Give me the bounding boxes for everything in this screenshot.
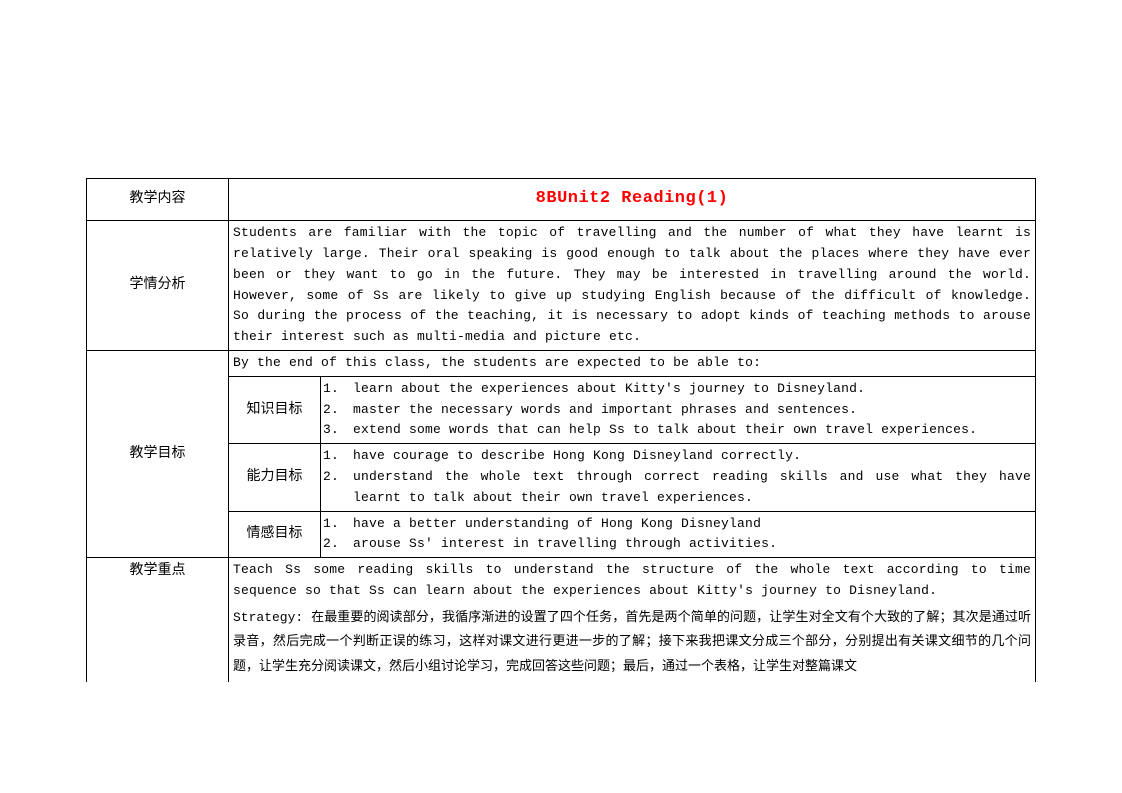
label-teaching-content: 教学内容 [87, 179, 229, 221]
label-key-points: 教学重点 [87, 558, 229, 682]
goals-intro: By the end of this class, the students a… [229, 350, 1036, 376]
table-row: 教学内容 8BUnit2 Reading(1) [87, 179, 1036, 221]
knowledge-goal-list: learn about the experiences about Kitty'… [321, 376, 1036, 443]
list-item: arouse Ss' interest in travelling throug… [347, 534, 1031, 555]
lesson-plan-table: 教学内容 8BUnit2 Reading(1) 学情分析 Students ar… [86, 178, 1036, 682]
table-row: 学情分析 Students are familiar with the topi… [87, 221, 1036, 351]
list-item: master the necessary words and important… [347, 400, 1031, 421]
label-student-analysis: 学情分析 [87, 221, 229, 351]
page-container: 教学内容 8BUnit2 Reading(1) 学情分析 Students ar… [0, 0, 1122, 793]
emotion-goal-list: have a better understanding of Hong Kong… [321, 511, 1036, 558]
table-row: 能力目标 have courage to describe Hong Kong … [87, 444, 1036, 511]
table-row: 知识目标 learn about the experiences about K… [87, 376, 1036, 443]
list-item: have courage to describe Hong Kong Disne… [347, 446, 1031, 467]
table-row: 教学目标 By the end of this class, the stude… [87, 350, 1036, 376]
list-item: have a better understanding of Hong Kong… [347, 514, 1031, 535]
list-item: learn about the experiences about Kitty'… [347, 379, 1031, 400]
table-row: Strategy: 在最重要的阅读部分，我循序渐进的设置了四个任务，首先是两个简… [87, 604, 1036, 682]
label-knowledge-goal: 知识目标 [229, 376, 321, 443]
table-row: 情感目标 have a better understanding of Hong… [87, 511, 1036, 558]
lesson-title: 8BUnit2 Reading(1) [229, 179, 1036, 221]
label-emotion-goal: 情感目标 [229, 511, 321, 558]
table-row: 教学重点 Teach Ss some reading skills to und… [87, 558, 1036, 604]
strategy-text: Strategy: 在最重要的阅读部分，我循序渐进的设置了四个任务，首先是两个简… [229, 604, 1036, 682]
student-analysis-text: Students are familiar with the topic of … [229, 221, 1036, 351]
list-item: understand the whole text through correc… [347, 467, 1031, 509]
label-ability-goal: 能力目标 [229, 444, 321, 511]
list-item: extend some words that can help Ss to ta… [347, 420, 1031, 441]
key-points-text: Teach Ss some reading skills to understa… [229, 558, 1036, 604]
ability-goal-list: have courage to describe Hong Kong Disne… [321, 444, 1036, 511]
label-teaching-goals: 教学目标 [87, 350, 229, 557]
